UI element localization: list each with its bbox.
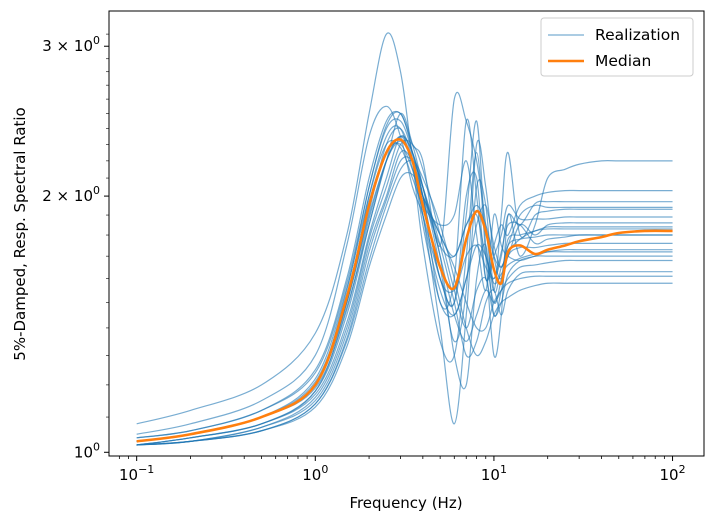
legend-median-label: Median — [595, 52, 651, 70]
realization-line — [136, 127, 673, 442]
median-line — [136, 138, 673, 443]
realization-line — [136, 159, 673, 446]
y-tick-label: 3 × 100 — [42, 34, 100, 55]
legend: Realization Median — [540, 17, 694, 77]
legend-realization-label: Realization — [595, 26, 680, 44]
plot-lines — [136, 32, 673, 446]
realization-line — [136, 139, 673, 446]
realization-line — [136, 105, 673, 435]
plot-frame — [108, 10, 705, 457]
realization-line — [136, 171, 673, 446]
realization-line — [136, 32, 673, 425]
realization-line — [136, 139, 673, 442]
y-tick-label: 2 × 100 — [42, 184, 100, 205]
realization-line — [136, 111, 673, 439]
realization-line — [136, 149, 673, 446]
x-axis-label: Frequency (Hz) — [349, 494, 462, 512]
realization-line — [136, 156, 673, 446]
realization-line — [136, 140, 673, 442]
y-axis-label: 5%-Damped, Resp. Spectral Ratio — [11, 107, 29, 360]
